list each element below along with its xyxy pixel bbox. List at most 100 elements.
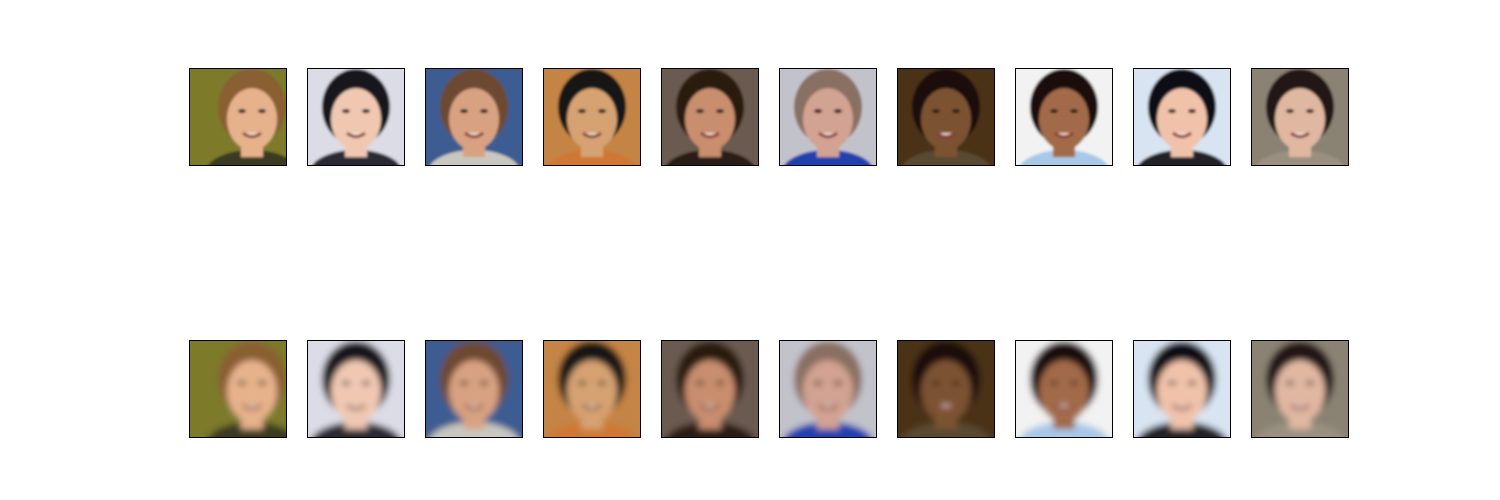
- clothing: [311, 422, 401, 438]
- face: [921, 360, 971, 423]
- right-eye: [480, 381, 488, 386]
- right-eye: [1306, 109, 1314, 114]
- portrait: [897, 340, 995, 438]
- portrait: [661, 68, 759, 166]
- right-eye: [834, 109, 842, 114]
- tile-frame: [425, 68, 523, 166]
- portrait-content: [897, 340, 995, 438]
- portrait: [1251, 68, 1349, 166]
- right-eye: [952, 381, 960, 386]
- left-eye: [932, 381, 940, 386]
- portrait-content: [189, 68, 287, 166]
- left-eye: [238, 381, 246, 386]
- portrait: [307, 340, 405, 438]
- portrait-content: [661, 340, 759, 438]
- tile-frame: [1133, 340, 1231, 438]
- mouth: [1172, 403, 1192, 411]
- left-eye: [460, 109, 468, 114]
- clothing: [665, 422, 755, 438]
- tile-frame: [661, 340, 759, 438]
- clothing: [1255, 422, 1345, 438]
- face: [921, 88, 971, 151]
- portrait-content: [779, 340, 877, 438]
- face: [449, 88, 499, 151]
- mouth: [936, 131, 956, 139]
- tile-frame: [425, 340, 523, 438]
- portrait-content: [1251, 340, 1349, 438]
- right-eye: [834, 381, 842, 386]
- portrait: [189, 68, 287, 166]
- portrait: [543, 340, 641, 438]
- clothing: [547, 422, 637, 438]
- right-eye: [258, 109, 266, 114]
- portrait: [307, 68, 405, 166]
- clothing: [665, 150, 755, 166]
- portrait: [1133, 340, 1231, 438]
- left-eye: [814, 381, 822, 386]
- tile-frame: [1133, 68, 1231, 166]
- portrait: [1251, 340, 1349, 438]
- tile-frame: [189, 68, 287, 166]
- tile-frame: [897, 340, 995, 438]
- tile-frame: [1015, 340, 1113, 438]
- right-eye: [1306, 381, 1314, 386]
- clothing: [547, 150, 637, 166]
- tile-frame: [189, 340, 287, 438]
- left-eye: [814, 109, 822, 114]
- portrait: [779, 68, 877, 166]
- left-eye: [342, 381, 350, 386]
- clothing: [1019, 422, 1109, 438]
- portrait: [661, 340, 759, 438]
- right-eye: [258, 381, 266, 386]
- tile-frame: [543, 68, 641, 166]
- mouth: [1054, 131, 1074, 139]
- left-eye: [1168, 381, 1176, 386]
- left-eye: [578, 381, 586, 386]
- mouth: [582, 403, 602, 411]
- tile-frame: [779, 340, 877, 438]
- left-eye: [1050, 381, 1058, 386]
- portrait: [1015, 68, 1113, 166]
- portrait-content: [1015, 340, 1113, 438]
- portrait-content: [543, 340, 641, 438]
- mouth: [818, 131, 838, 139]
- portrait-content: [307, 340, 405, 438]
- left-eye: [238, 109, 246, 114]
- right-eye: [480, 109, 488, 114]
- left-eye: [578, 109, 586, 114]
- face: [227, 360, 277, 423]
- mouth: [346, 403, 366, 411]
- portrait: [425, 340, 523, 438]
- clothing: [207, 150, 287, 166]
- portrait-content: [425, 340, 523, 438]
- clothing: [783, 422, 873, 438]
- mouth: [700, 131, 720, 139]
- portrait: [189, 340, 287, 438]
- clothing: [1255, 150, 1345, 166]
- right-eye: [362, 381, 370, 386]
- left-eye: [696, 109, 704, 114]
- face: [803, 360, 853, 423]
- mouth: [700, 403, 720, 411]
- mouth: [1172, 131, 1192, 139]
- portrait: [425, 68, 523, 166]
- face: [1275, 360, 1325, 423]
- tile-frame: [897, 68, 995, 166]
- mouth: [582, 131, 602, 139]
- tile-frame: [543, 340, 641, 438]
- right-eye: [716, 109, 724, 114]
- tile-frame: [661, 68, 759, 166]
- clothing: [1019, 150, 1109, 166]
- portrait-content: [1133, 340, 1231, 438]
- portrait-content: [189, 340, 287, 438]
- portrait-content: [779, 68, 877, 166]
- portrait-content: [425, 68, 523, 166]
- face: [803, 88, 853, 151]
- portrait-content: [1251, 68, 1349, 166]
- clothing: [429, 422, 519, 438]
- portrait-content: [1133, 68, 1231, 166]
- portrait: [779, 340, 877, 438]
- mouth: [464, 131, 484, 139]
- left-eye: [1168, 109, 1176, 114]
